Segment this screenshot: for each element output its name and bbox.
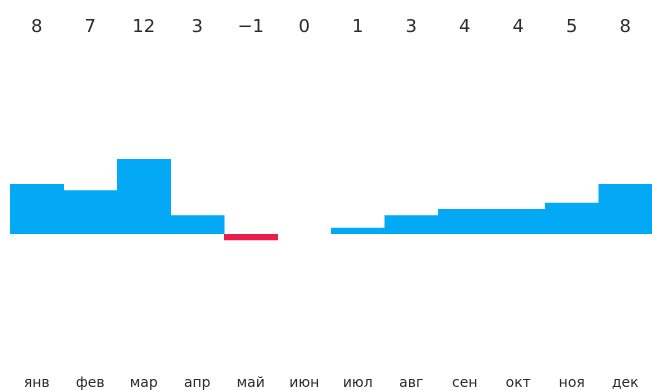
value-label: 1 <box>352 16 363 37</box>
bar-4 <box>170 215 225 234</box>
value-label: 7 <box>85 16 96 37</box>
bar-2 <box>63 190 118 234</box>
month-label: июн <box>289 375 319 390</box>
month-label: июл <box>343 375 373 390</box>
month-label: дек <box>612 375 639 390</box>
value-label: −1 <box>237 16 264 37</box>
value-label: 4 <box>513 16 524 37</box>
month-label: ноя <box>559 375 585 390</box>
bar-10 <box>491 209 546 234</box>
value-label: 12 <box>132 16 155 37</box>
month-label: авг <box>399 375 423 390</box>
value-label: 4 <box>459 16 470 37</box>
value-labels: 8 7 12 3 −1 0 1 3 4 4 5 8 <box>31 16 631 37</box>
value-label: 0 <box>299 16 310 37</box>
month-labels: янв фев мар апр май июн июл авг сен окт ноя дек <box>24 375 639 390</box>
month-label: сен <box>452 375 477 390</box>
value-label: 3 <box>192 16 203 37</box>
value-label: 5 <box>566 16 577 37</box>
bars <box>10 159 652 241</box>
bar-12 <box>598 184 652 234</box>
bar-7 <box>331 227 385 234</box>
value-label: 8 <box>620 16 631 37</box>
bar-3 <box>117 159 171 234</box>
bar-11 <box>545 202 599 234</box>
month-label: мар <box>130 375 158 390</box>
bar-9 <box>438 209 492 234</box>
month-label: фев <box>76 375 105 390</box>
month-label: май <box>237 375 265 390</box>
value-label: 3 <box>406 16 417 37</box>
bar-1 <box>10 184 64 234</box>
month-label: янв <box>24 375 50 390</box>
month-label: окт <box>506 375 531 390</box>
month-label: апр <box>184 375 211 390</box>
bar-8 <box>384 215 439 234</box>
value-label: 8 <box>31 16 42 37</box>
bar-5 <box>224 234 278 241</box>
